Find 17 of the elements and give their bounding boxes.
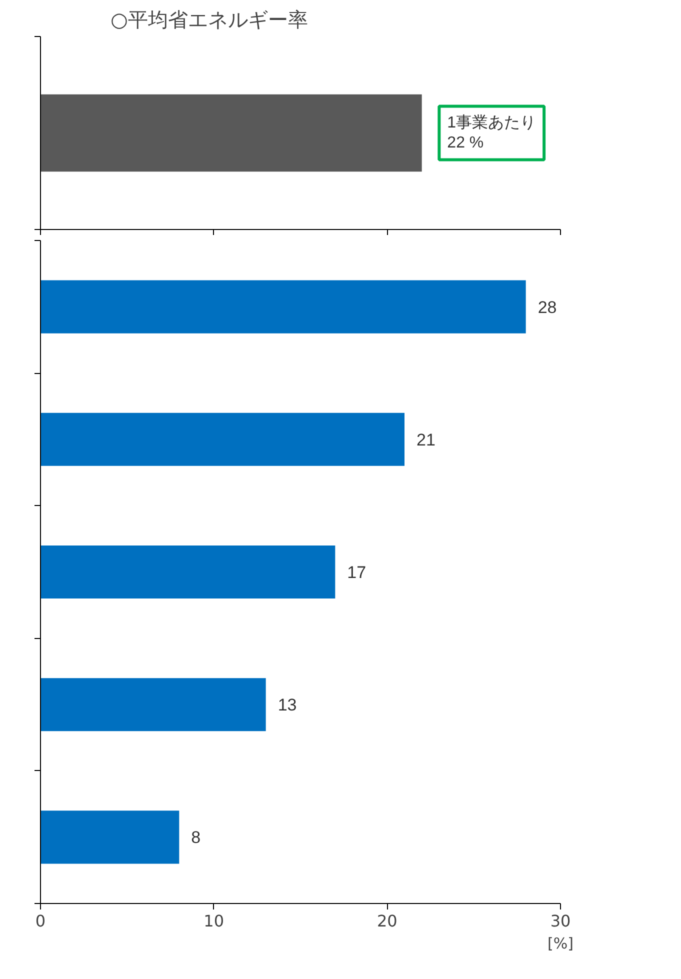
x-tick-label: 30	[550, 912, 571, 930]
data-label: 13	[278, 696, 297, 715]
data-label: 28	[538, 298, 557, 317]
x-tick-label: 20	[376, 912, 398, 930]
x-axis-title: [%]	[548, 934, 574, 952]
annotation: 1事業あたり 22 %	[447, 113, 536, 152]
bar	[40, 678, 266, 732]
bar	[40, 412, 404, 466]
x-tick-label: 0	[35, 912, 46, 930]
bar	[40, 280, 526, 334]
data-label: 21	[416, 430, 436, 450]
chart-title: ○平均省エネルギー率	[110, 8, 308, 32]
data-label: 8	[191, 828, 201, 848]
x-tick-label: 10	[204, 912, 224, 930]
data-label: 17	[347, 563, 366, 582]
bar	[40, 545, 336, 599]
bar	[40, 810, 180, 864]
